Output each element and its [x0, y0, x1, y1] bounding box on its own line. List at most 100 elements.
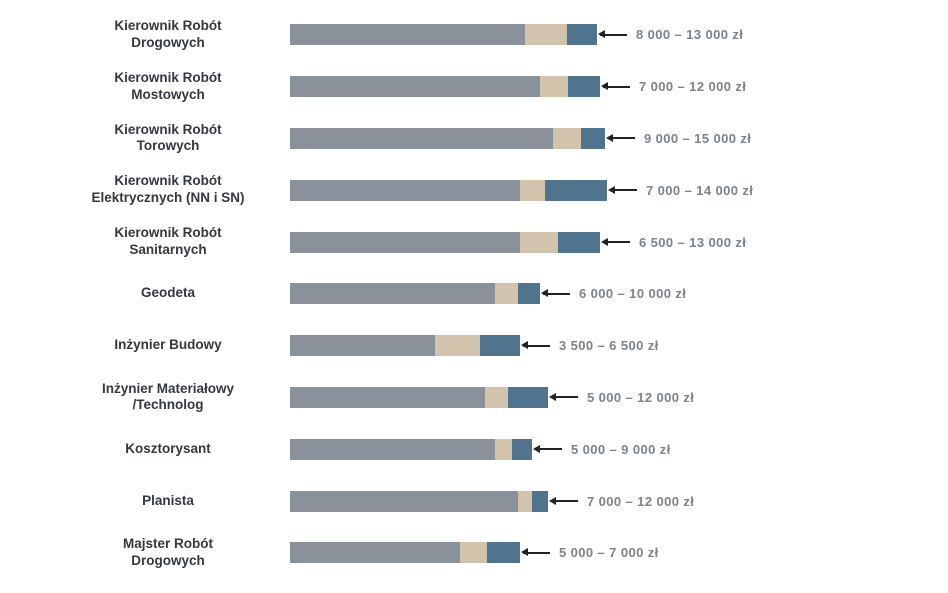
job-title-line: Drogowych	[131, 34, 205, 50]
salary-bar	[290, 76, 600, 98]
salary-bar	[290, 179, 607, 201]
arrow-icon	[608, 185, 637, 194]
salary-range-label: 9 000 – 15 000 zł	[644, 130, 752, 146]
bar-area: 5 000 – 7 000 zł	[290, 527, 659, 579]
job-title-label: Geodeta	[0, 285, 290, 302]
arrow-icon	[606, 133, 635, 142]
salary-range-label: 6 500 – 13 000 zł	[639, 234, 747, 250]
job-title-label: Kosztorysant	[0, 441, 290, 458]
chart-row: Kierownik Robót Elektrycznych (NN i SN) 7…	[0, 164, 948, 216]
job-title-line: Mostowych	[131, 86, 205, 102]
job-title-line: Kierownik Robót	[114, 69, 222, 85]
salary-range-label: 8 000 – 13 000 zł	[636, 27, 744, 43]
bar-segment-mid	[518, 490, 532, 512]
job-title-label: Majster Robót Drogowych	[0, 536, 290, 570]
job-title-line: Kierownik Robót	[114, 121, 222, 137]
arrow-icon	[521, 341, 550, 350]
chart-row: Kierownik Robót Torowych 9 000 – 15 000 z…	[0, 113, 948, 165]
chart-row: Kierownik Robót Mostowych 7 000 – 12 000 …	[0, 61, 948, 113]
arrow-icon	[521, 548, 550, 557]
bar-segment-high	[545, 179, 607, 201]
bar-segment-high	[532, 490, 548, 512]
bar-area: 9 000 – 15 000 zł	[290, 113, 751, 165]
job-title-label: Planista	[0, 493, 290, 510]
bar-area	[290, 579, 570, 593]
salary-range-label: 7 000 – 12 000 zł	[587, 493, 695, 509]
job-title-line: Sanitarnych	[129, 242, 207, 258]
bar-segment-high	[487, 542, 520, 564]
bar-segment-high	[581, 127, 605, 149]
bar-segment-mid	[520, 179, 545, 201]
bar-area: 3 500 – 6 500 zł	[290, 320, 659, 372]
job-title-label: Inżynier Materiałowy/Technolog	[0, 381, 290, 415]
arrow-icon	[541, 289, 570, 298]
job-title-line: Planista	[142, 492, 194, 508]
salary-range-label: 5 000 – 9 000 zł	[571, 441, 671, 457]
salary-bar	[290, 24, 597, 46]
bar-area: 5 000 – 9 000 zł	[290, 423, 671, 475]
bar-segment-mid	[525, 24, 567, 46]
arrow-icon	[598, 30, 627, 39]
job-title-label: Kierownik Robót Mostowych	[0, 70, 290, 104]
bar-segment-mid	[435, 335, 480, 357]
salary-range-label: 5 000 – 12 000 zł	[587, 389, 695, 405]
bar-segment-mid	[520, 231, 558, 253]
salary-bar	[290, 127, 605, 149]
job-title-label: Kierownik Robót Sanitarnych	[0, 225, 290, 259]
job-title-line: Elektrycznych (NN i SN)	[91, 190, 245, 206]
bar-segment-mid	[460, 542, 487, 564]
bar-area: 7 000 – 12 000 zł	[290, 61, 746, 113]
job-title-line: Kierownik Robót	[114, 225, 222, 241]
bar-segment-mid	[540, 76, 568, 98]
bar-area: 6 500 – 13 000 zł	[290, 216, 746, 268]
chart-row: Geodeta 6 000 – 10 000 zł	[0, 268, 948, 320]
bar-segment-high	[512, 438, 532, 460]
bar-segment-low	[290, 335, 435, 357]
arrow-icon	[533, 444, 562, 453]
chart-row: Kierownik Robót Drogowych 8 000 – 13 000 …	[0, 9, 948, 61]
chart-row: Planista 7 000 – 12 000 zł	[0, 475, 948, 527]
bar-segment-low	[290, 283, 495, 305]
arrow-icon	[549, 496, 578, 505]
bar-segment-mid	[495, 438, 512, 460]
chart-row: Majster Robót	[0, 579, 948, 593]
job-title-line: Kierownik Robót	[114, 18, 222, 34]
bar-segment-low	[290, 490, 518, 512]
salary-range-label: 6 000 – 10 000 zł	[579, 286, 687, 302]
chart-row: Inżynier Materiałowy/Technolog 5 000 – 1…	[0, 372, 948, 424]
job-title-line: Drogowych	[131, 552, 205, 568]
bar-area: 7 000 – 12 000 zł	[290, 475, 694, 527]
job-title-line: Inżynier Budowy	[114, 337, 222, 353]
bar-segment-low	[290, 542, 460, 564]
job-title-label: Kierownik Robót Elektrycznych (NN i SN)	[0, 173, 290, 207]
job-title-label: Kierownik Robót Torowych	[0, 122, 290, 156]
bar-segment-low	[290, 438, 495, 460]
bar-segment-high	[518, 283, 540, 305]
bar-segment-high	[558, 231, 600, 253]
job-title-line: Majster Robót	[122, 535, 213, 551]
arrow-icon	[601, 82, 630, 91]
salary-bar	[290, 335, 520, 357]
salary-range-label: 7 000 – 14 000 zł	[646, 182, 754, 198]
bar-area: 8 000 – 13 000 zł	[290, 9, 743, 61]
bar-segment-low	[290, 76, 540, 98]
bar-area: 5 000 – 12 000 zł	[290, 372, 694, 424]
bar-segment-low	[290, 386, 485, 408]
bar-segment-mid	[553, 127, 581, 149]
bar-segment-high	[508, 386, 548, 408]
arrow-icon	[549, 392, 578, 401]
bar-segment-low	[290, 179, 520, 201]
job-title-line: Geodeta	[140, 285, 195, 301]
salary-range-label: 5 000 – 7 000 zł	[559, 545, 659, 561]
bar-segment-high	[480, 335, 520, 357]
bar-area: 6 000 – 10 000 zł	[290, 268, 686, 320]
salary-bar	[290, 490, 548, 512]
chart-row: Kierownik Robót Sanitarnych 6 500 – 13 00…	[0, 216, 948, 268]
job-title-line: Torowych	[136, 138, 200, 154]
chart-row: Inżynier Budowy 3 500 – 6 500 zł	[0, 320, 948, 372]
bar-segment-low	[290, 24, 525, 46]
salary-bar	[290, 438, 532, 460]
bar-segment-mid	[495, 283, 518, 305]
bar-area: 7 000 – 14 000 zł	[290, 164, 753, 216]
